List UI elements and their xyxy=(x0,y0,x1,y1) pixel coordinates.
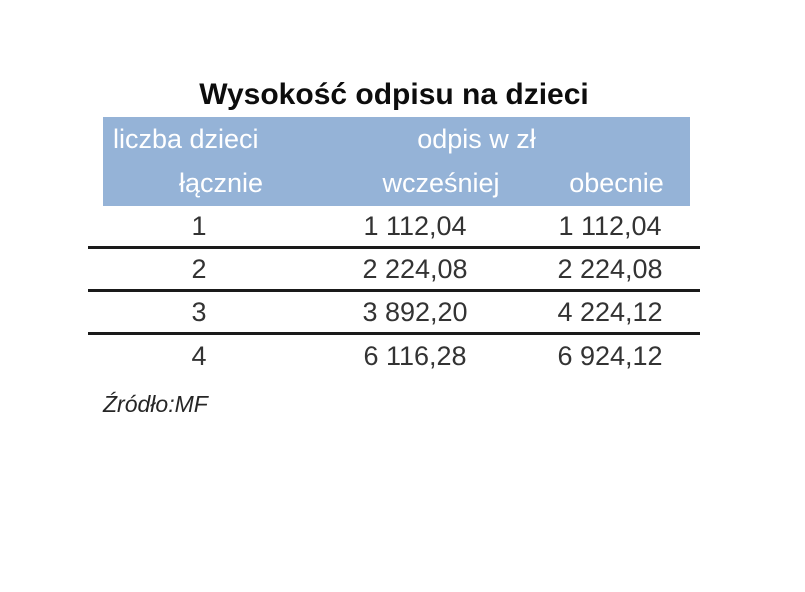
header-children-sub-label: łącznie xyxy=(178,168,264,198)
header-before-label: wcześniej xyxy=(382,168,500,198)
deduction-table: liczba dzieci odpis w zł łącznie wcześni… xyxy=(88,117,700,378)
cell-before: 6 116,28 xyxy=(363,341,467,371)
cell-children: 4 xyxy=(191,341,207,371)
table-row: 1 1 112,04 1 112,04 xyxy=(88,206,700,249)
cell-now: 4 224,12 xyxy=(557,296,663,327)
table-body: 1 1 112,04 1 112,04 2 2 224,08 2 224,08 … xyxy=(88,206,700,378)
cell-now: 6 924,12 xyxy=(557,341,663,371)
table-row: 4 6 116,28 6 924,12 xyxy=(88,335,700,378)
cell-children: 1 xyxy=(191,210,207,241)
header-children-label: liczba dzieci xyxy=(113,123,259,154)
cell-before: 2 224,08 xyxy=(362,253,468,284)
table-header: liczba dzieci odpis w zł łącznie wcześni… xyxy=(103,117,690,206)
cell-children: 3 xyxy=(191,296,207,327)
cell-before: 1 112,04 xyxy=(363,210,467,241)
cell-now: 2 224,08 xyxy=(557,253,663,284)
header-now-label: obecnie xyxy=(569,168,664,198)
cell-now: 1 112,04 xyxy=(558,210,662,241)
source-note: Źródło:MF xyxy=(103,391,208,417)
page-title: Wysokość odpisu na dzieci xyxy=(199,78,589,111)
table-row: 2 2 224,08 2 224,08 xyxy=(88,249,700,292)
cell-children: 2 xyxy=(191,253,207,284)
cell-before: 3 892,20 xyxy=(362,296,468,327)
table-header-row-top: liczba dzieci odpis w zł xyxy=(103,117,690,161)
table-header-row-bottom: łącznie wcześniej obecnie xyxy=(103,161,690,206)
table-row: 3 3 892,20 4 224,12 xyxy=(88,292,700,335)
infographic: Wysokość odpisu na dzieci liczba dzieci … xyxy=(88,78,700,418)
header-deduction-label: odpis w zł xyxy=(417,123,536,154)
